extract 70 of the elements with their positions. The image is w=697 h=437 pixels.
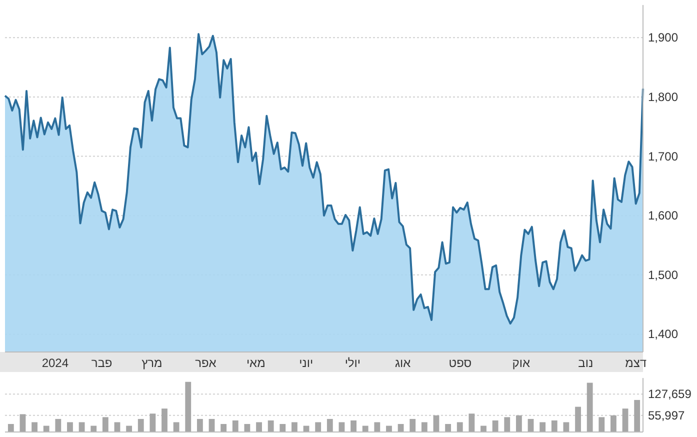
x-tick-label: ספט: [448, 356, 472, 370]
bar: [492, 420, 498, 432]
bar: [350, 420, 356, 432]
bar: [67, 422, 73, 432]
bar: [196, 418, 203, 432]
bar: [338, 422, 345, 432]
bar: [114, 422, 120, 432]
bar: [480, 426, 486, 432]
bar: [551, 420, 558, 432]
bar: [232, 420, 238, 432]
bar: [634, 400, 640, 432]
bar: [138, 418, 144, 432]
bar: [622, 408, 628, 432]
bar: [374, 422, 380, 432]
bar: [586, 382, 593, 432]
bar: [280, 424, 286, 432]
bar: [32, 422, 38, 432]
bar: [610, 415, 616, 432]
bar: [456, 422, 463, 432]
y-tick-label: 55,997: [648, 408, 686, 422]
bar: [292, 422, 298, 432]
y-tick-label: 1,800: [648, 90, 678, 104]
y-tick-label: 1,700: [648, 149, 678, 164]
bar: [468, 414, 475, 432]
x-tick-label: אוג: [394, 356, 412, 370]
bar: [43, 426, 50, 432]
bar: [433, 415, 440, 432]
bar: [20, 414, 26, 432]
bar: [268, 420, 274, 432]
x-tick-label: נוב: [578, 356, 594, 370]
bar: [162, 408, 168, 432]
bar: [575, 406, 581, 432]
x-tick-label: מרץ: [142, 356, 162, 370]
bar: [326, 418, 333, 432]
bar: [256, 422, 262, 432]
x-tick-label: 2024: [42, 356, 69, 370]
x-tick-label: פבר: [91, 356, 112, 370]
x-tick-label: יוני: [299, 356, 314, 370]
bar: [386, 426, 392, 432]
bar: [421, 422, 428, 432]
bar: [410, 418, 416, 432]
y-tick-label: 1,900: [648, 30, 678, 45]
y-tick-label: 1,400: [648, 327, 678, 342]
bar: [504, 417, 510, 432]
y-tick-label: 127,659: [648, 387, 692, 402]
bar: [315, 422, 322, 432]
bar: [90, 426, 97, 432]
bar: [362, 426, 368, 432]
x-tick-label: יולי: [344, 356, 361, 370]
bar: [540, 422, 546, 432]
x-tick-label: דצמ: [625, 356, 647, 370]
bar: [445, 424, 452, 432]
bar: [220, 424, 227, 432]
x-tick-label: אפר: [195, 356, 217, 370]
x-tick-label: מאי: [246, 356, 266, 370]
bar: [102, 417, 108, 432]
y-tick-label: 1,500: [648, 268, 678, 282]
bar: [563, 422, 570, 432]
x-tick-label: אוק: [512, 356, 530, 370]
bar: [516, 415, 522, 432]
bar: [173, 422, 180, 432]
bar: [185, 382, 192, 432]
bar: [126, 426, 132, 432]
bar: [78, 422, 85, 432]
bar: [598, 417, 605, 432]
bar: [150, 414, 156, 432]
bar: [8, 424, 14, 432]
bar: [55, 418, 62, 432]
y-tick-label: 1,600: [648, 208, 678, 223]
bar: [398, 424, 404, 432]
